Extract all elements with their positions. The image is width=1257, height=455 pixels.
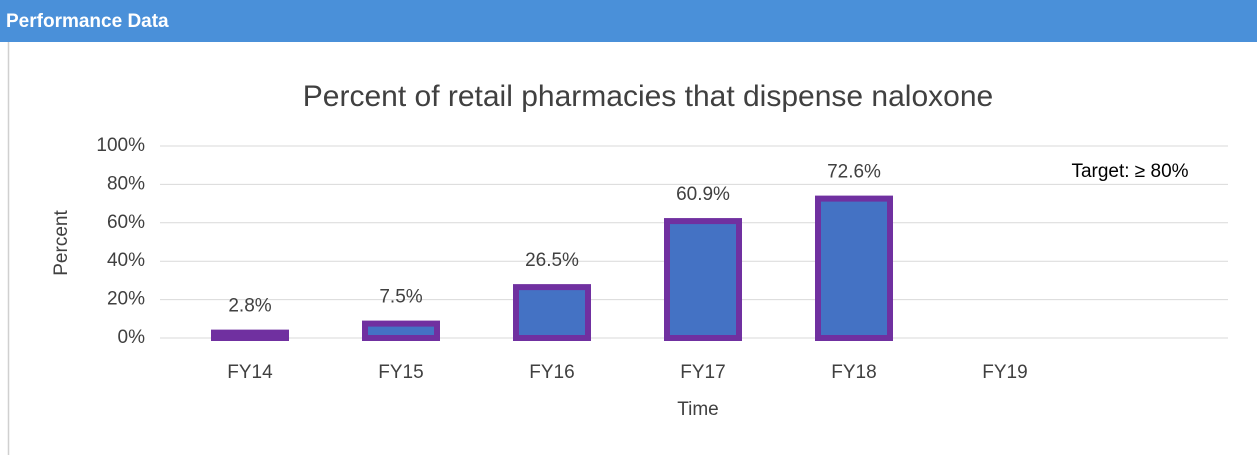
y-tick-label: 100% (96, 135, 145, 156)
y-tick-label: 40% (107, 250, 145, 271)
bar (211, 329, 289, 341)
header-bar (0, 0, 1257, 42)
y-tick-label: 0% (118, 327, 146, 348)
y-tick-label: 80% (107, 173, 145, 194)
y-axis-label: Percent (51, 210, 72, 276)
target-annotation: Target: ≥ 80% (1071, 161, 1188, 182)
data-label: 7.5% (379, 287, 422, 308)
data-label: 26.5% (525, 250, 579, 271)
x-axis-label: Time (677, 399, 719, 420)
data-label: 2.8% (228, 296, 271, 317)
bar (664, 218, 742, 342)
y-tick-label: 20% (107, 289, 145, 310)
y-tick-label: 60% (107, 212, 145, 233)
header-title: Performance Data (6, 11, 169, 32)
bar (815, 195, 893, 341)
bar (362, 320, 440, 342)
x-tick-label: FY16 (529, 362, 574, 383)
x-tick-label: FY15 (378, 362, 423, 383)
chart-title: Percent of retail pharmacies that dispen… (303, 80, 993, 113)
data-label: 60.9% (676, 184, 730, 205)
x-tick-label: FY18 (831, 362, 876, 383)
x-tick-label: FY17 (680, 362, 725, 383)
data-label: 72.6% (827, 162, 881, 183)
x-tick-label: FY19 (982, 362, 1027, 383)
bar (513, 284, 591, 341)
x-tick-label: FY14 (227, 362, 273, 383)
